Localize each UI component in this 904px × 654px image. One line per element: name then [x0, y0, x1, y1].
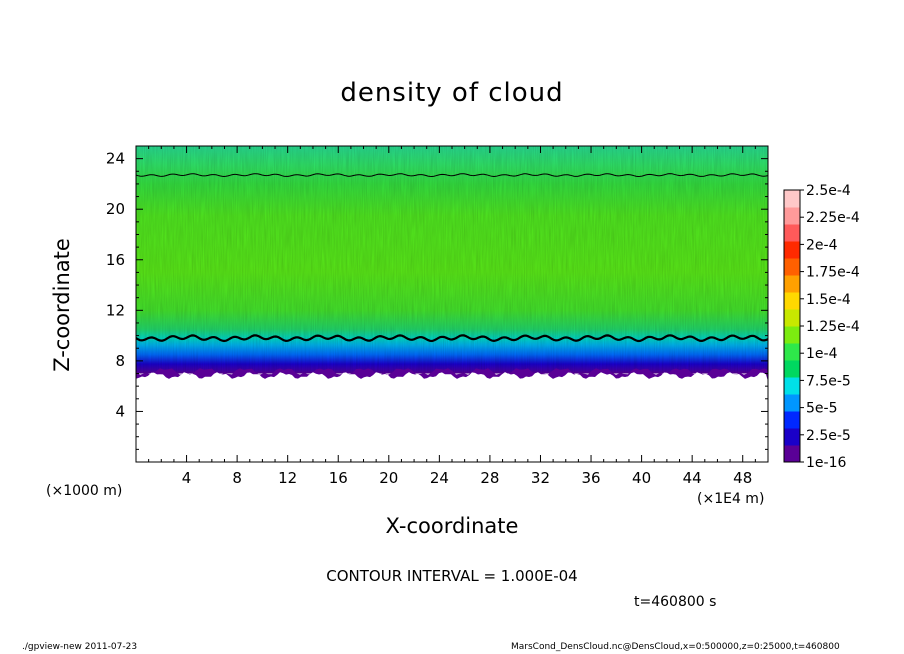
y-tick-label: 24: [106, 150, 125, 168]
colorbar-label: 1.5e-4: [806, 292, 851, 308]
colorbar-swatch: [784, 411, 800, 429]
x-tick-label: 32: [531, 469, 550, 487]
x-unit-left: (×1000 m): [46, 483, 123, 499]
colorbar-swatch: [784, 190, 800, 208]
colorbar-swatch: [784, 394, 800, 412]
x-tick-label: 48: [733, 469, 752, 487]
x-tick-label: 28: [480, 469, 499, 487]
colorbar-label: 1.75e-4: [806, 265, 860, 281]
colorbar-swatch: [784, 275, 800, 293]
colorbar-swatch: [784, 343, 800, 361]
colorbar-label: 5e-5: [806, 401, 837, 417]
cloud-base-trim: [136, 372, 768, 382]
chart-title: density of cloud: [340, 78, 564, 108]
y-axis-ticks: 4 8 12 16 20 24: [106, 150, 768, 450]
field-texture: [136, 146, 768, 374]
colorbar-label: 2.25e-4: [806, 210, 860, 226]
x-tick-label: 36: [581, 469, 600, 487]
time-label: t=460800 s: [634, 594, 717, 610]
colorbar-swatch: [784, 377, 800, 395]
colorbar-label: 2.5e-5: [806, 428, 851, 444]
colorbar-label: 7.5e-5: [806, 373, 851, 389]
x-tick-label: 24: [430, 469, 449, 487]
contour-interval: CONTOUR INTERVAL = 1.000E-04: [326, 567, 578, 585]
contour-line-1: [135, 334, 769, 343]
plot-area: [136, 146, 768, 462]
x-unit-right: (×1E4 m): [697, 491, 765, 507]
x-tick-label: 20: [379, 469, 398, 487]
y-tick-label: 12: [106, 301, 125, 319]
y-axis-label: Z-coordinate: [50, 238, 74, 372]
colorbar-label: 1e-4: [806, 346, 838, 362]
contour-line-2: [135, 173, 769, 178]
contour-lines: [135, 173, 769, 343]
colorbar-swatch: [784, 326, 800, 344]
x-axis-label: X-coordinate: [385, 514, 519, 538]
colorbar-label: 2.5e-4: [806, 183, 851, 199]
colorbar-swatch: [784, 360, 800, 378]
colorbar-swatch: [784, 309, 800, 327]
colorbar: 1e-16 2.5e-5 5e-5 7.5e-5 1e-4 1.25e-4 1.5e-4 1.…: [783, 183, 860, 471]
y-tick-label: 8: [115, 352, 125, 370]
y-tick-label: 4: [115, 402, 125, 420]
x-tick-label: 40: [632, 469, 651, 487]
y-tick-label: 20: [106, 200, 125, 218]
footer-left: ./gpview-new 2011-07-23: [22, 642, 138, 652]
colorbar-swatch: [784, 428, 800, 446]
x-tick-label: 12: [278, 469, 297, 487]
colorbar-label: 1.25e-4: [806, 319, 860, 335]
cloud-free-region: [136, 373, 768, 462]
colorbar-label: 1e-16: [806, 455, 846, 471]
x-tick-label: 8: [232, 469, 242, 487]
x-axis-ticks: 4 8 12 16 20 24 28 32 36 40 44 48: [148, 146, 756, 487]
x-tick-label: 4: [182, 469, 192, 487]
colorbar-swatch: [784, 445, 800, 463]
footer-right: MarsCond_DensCloud.nc@DensCloud,x=0:5000…: [511, 642, 840, 652]
colorbar-swatch: [784, 207, 800, 225]
colorbar-swatch: [784, 224, 800, 242]
y-tick-label: 16: [106, 251, 125, 269]
colorbar-swatch: [784, 241, 800, 259]
colorbar-swatch: [784, 258, 800, 276]
x-tick-label: 16: [329, 469, 348, 487]
colorbar-swatch: [784, 292, 800, 310]
x-tick-label: 44: [683, 469, 702, 487]
colorbar-label: 2e-4: [806, 237, 838, 253]
